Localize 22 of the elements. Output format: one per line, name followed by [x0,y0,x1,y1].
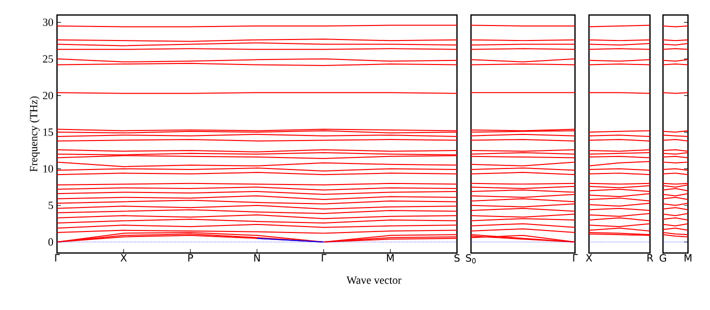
x-tick-label: Γ [322,254,326,262]
y-tick-label: 10 [43,165,54,172]
y-tick-label: 0 [48,238,54,246]
y-axis-title: Frequency (THz) [30,96,40,172]
x-tick-label: M [684,254,692,262]
x-tick-label: Γ [573,254,578,262]
x-tick-label: M [387,254,394,262]
x-tick-label: G [660,254,666,262]
y-tick-label: 30 [43,18,54,26]
x-tick-label: Γ [55,254,60,262]
y-tick-label: 5 [48,202,54,210]
x-tick-label: X [120,254,127,262]
y-tick-label: 20 [42,92,54,100]
y-tick-label: 15 [43,128,54,136]
x-tick-label: S$_{0}$ [466,254,476,264]
x-tick-label: X [586,254,592,262]
x-tick-label: N [254,254,260,262]
x-tick-label: R [648,254,654,262]
y-tick-label: 25 [42,55,54,63]
x-tick-label: S [454,254,460,262]
x-axis-title: Wave vector [346,276,402,284]
x-tick-label: P [188,254,194,262]
